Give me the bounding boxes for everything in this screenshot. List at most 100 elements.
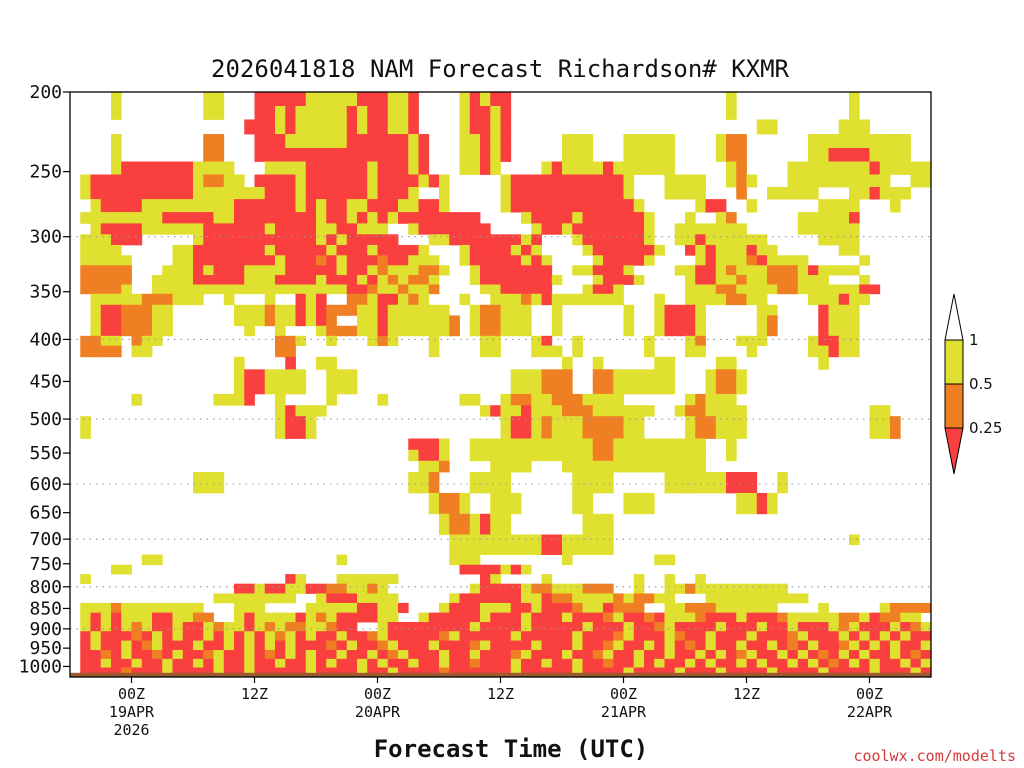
- ri-cell: [818, 212, 829, 224]
- ri-cell: [336, 187, 368, 200]
- ri-cell: [603, 223, 614, 235]
- ri-cell: [80, 212, 91, 224]
- ri-cell: [387, 593, 399, 604]
- ri-cell: [664, 369, 676, 382]
- ri-cell: [500, 174, 512, 188]
- ri-cell: [398, 622, 409, 632]
- ri-cell: [316, 275, 327, 285]
- ri-cell: [849, 345, 860, 358]
- ri-cell: [838, 293, 850, 306]
- ri-cell: [562, 356, 573, 370]
- ri-cell: [756, 650, 768, 660]
- ri-cell: [551, 427, 563, 439]
- ri-cell: [531, 650, 563, 660]
- ri-cell: [767, 640, 778, 651]
- ri-cell: [316, 234, 327, 246]
- ri-cell: [480, 640, 491, 651]
- ri-cell: [736, 602, 747, 614]
- ri-cell: [459, 554, 471, 566]
- legend-swatch: [944, 339, 964, 385]
- ri-cell: [685, 416, 696, 428]
- ri-cell: [592, 438, 604, 451]
- ri-cell: [387, 602, 399, 614]
- ri-cell: [695, 315, 706, 327]
- ri-cell: [275, 255, 286, 266]
- ri-cell: [572, 503, 583, 515]
- ri-cell: [152, 602, 163, 614]
- ri-cell: [572, 187, 594, 200]
- ri-cell: [480, 524, 491, 535]
- ri-cell: [80, 667, 102, 674]
- ri-cell: [336, 265, 348, 276]
- ri-cell: [736, 369, 747, 382]
- ri-cell: [726, 161, 737, 175]
- ri-cell: [603, 544, 614, 556]
- ri-cell: [521, 622, 532, 632]
- ri-cell: [254, 667, 276, 674]
- ri-cell: [890, 631, 901, 641]
- ri-cell: [459, 513, 471, 525]
- ri-cell: [582, 438, 594, 451]
- ri-cell: [408, 650, 440, 660]
- ri-cell: [756, 244, 778, 256]
- ri-cell: [685, 393, 696, 406]
- ri-cell: [500, 199, 512, 213]
- ri-cell: [705, 593, 727, 604]
- ri-cell: [295, 405, 307, 417]
- ri-cell: [428, 460, 440, 473]
- ri-cell: [182, 199, 225, 213]
- ri-cell: [818, 265, 829, 276]
- ri-cell: [316, 622, 327, 632]
- ri-cell: [377, 658, 389, 668]
- ri-cell: [367, 284, 378, 295]
- ri-cell: [582, 284, 594, 295]
- ri-cell: [480, 602, 491, 614]
- ri-cell: [777, 472, 788, 483]
- ri-cell: [685, 187, 696, 200]
- ri-cell: [623, 640, 645, 651]
- ri-cell: [80, 658, 102, 668]
- ri-cell: [521, 174, 542, 188]
- ri-cell: [890, 640, 901, 651]
- ri-cell: [828, 345, 840, 358]
- ri-cell: [223, 293, 235, 306]
- ri-cell: [428, 335, 440, 346]
- ri-cell: [285, 369, 296, 382]
- ri-cell: [131, 631, 143, 641]
- ri-cell: [859, 284, 870, 295]
- ri-cell: [756, 492, 768, 505]
- ri-cell: [305, 161, 368, 175]
- ri-cell: [654, 667, 676, 674]
- ri-cell: [510, 369, 522, 382]
- ri-cell: [439, 315, 450, 327]
- ri-cell: [469, 583, 481, 594]
- ri-cell: [705, 393, 727, 406]
- ri-cell: [674, 449, 686, 462]
- ri-cell: [603, 234, 645, 246]
- ri-cell: [459, 134, 481, 149]
- ri-cell: [367, 275, 378, 285]
- ri-cell: [449, 631, 460, 641]
- ri-cell: [797, 593, 809, 604]
- ri-cell: [480, 449, 501, 462]
- ri-cell: [510, 622, 522, 632]
- ri-cell: [654, 369, 665, 382]
- ri-cell: [357, 650, 368, 660]
- ri-cell: [449, 602, 471, 614]
- ri-cell: [828, 658, 840, 668]
- ri-cell: [193, 482, 225, 494]
- ri-cell: [603, 212, 624, 224]
- ri-cell: [326, 315, 337, 327]
- ri-cell: [705, 244, 717, 256]
- ri-cell: [152, 612, 173, 623]
- ri-cell: [582, 293, 614, 306]
- ri-cell: [541, 255, 553, 266]
- ri-cell: [428, 503, 440, 515]
- ri-cell: [715, 640, 737, 651]
- ri-cell: [480, 534, 491, 546]
- ri-cell: [305, 622, 317, 632]
- legend-label: 0.5: [969, 375, 993, 393]
- ri-cell: [346, 622, 358, 632]
- ri-cell: [244, 650, 255, 660]
- ri-cell: [275, 631, 286, 641]
